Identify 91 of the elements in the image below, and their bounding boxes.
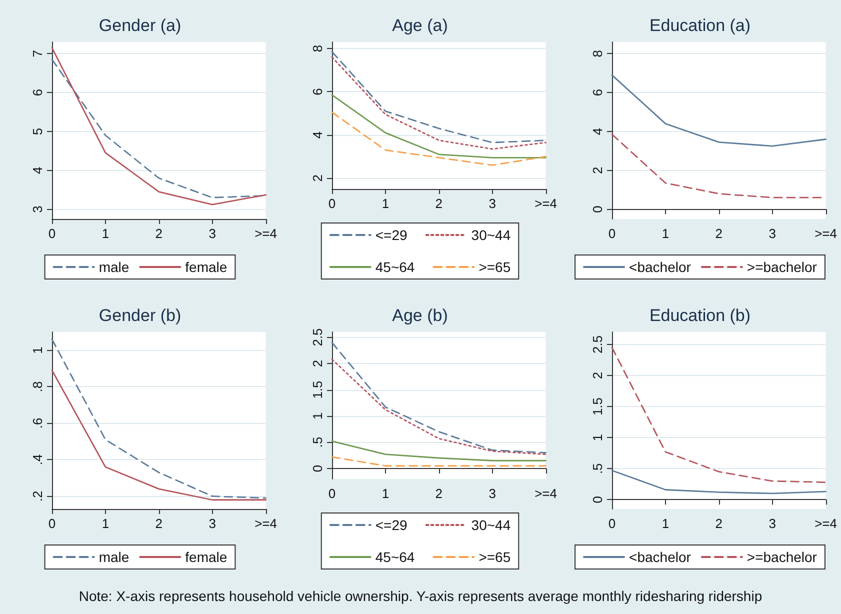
- x-tick-label: 2: [155, 516, 163, 531]
- line-series: [51, 338, 266, 499]
- x-tick-label: 0: [48, 516, 56, 531]
- x-tick-label: 2: [715, 226, 723, 241]
- chart-title: Gender (b): [98, 306, 182, 325]
- chart-title: Gender (a): [98, 16, 182, 35]
- x-tick-label: 2: [435, 486, 443, 501]
- y-tick-label: 2.5: [310, 328, 325, 346]
- legend-label: male: [98, 549, 130, 565]
- x-tick-label: 3: [488, 486, 496, 501]
- y-tick-label: .6: [30, 418, 45, 429]
- line-series: [331, 440, 546, 462]
- y-tick-label: 1: [590, 434, 605, 442]
- y-tick-label: 4: [590, 128, 605, 136]
- legend-label: >=65: [478, 259, 511, 275]
- legend-label: female: [185, 549, 228, 565]
- line-series: [611, 470, 826, 494]
- x-tick-label: 3: [768, 226, 776, 241]
- x-tick-label: 2: [155, 226, 163, 241]
- y-tick-label: 2: [590, 372, 605, 380]
- y-tick-label: .4: [30, 454, 45, 466]
- y-tick-label: .5: [590, 463, 605, 474]
- line-series: [51, 370, 266, 501]
- legend-label: >=bachelor: [746, 549, 818, 565]
- x-tick-label: >=4: [254, 516, 278, 531]
- x-tick-label: 2: [435, 196, 443, 211]
- chart-title: Age (a): [392, 16, 448, 35]
- x-tick-label: 0: [328, 196, 336, 211]
- y-tick-label: 1.5: [310, 380, 325, 399]
- x-tick-label: 1: [102, 226, 110, 241]
- legend-label: >=bachelor: [746, 259, 818, 275]
- x-tick-label: 1: [382, 486, 390, 501]
- line-series: [331, 94, 546, 158]
- x-tick-label: 3: [208, 516, 216, 531]
- y-tick-label: .2: [30, 490, 45, 502]
- y-tick-label: 5: [30, 128, 45, 136]
- x-tick-label: 1: [662, 516, 670, 531]
- line-series: [331, 358, 546, 456]
- text: Note: X-axis represents household vehicle ownership. Y-axis represents average monthly ridesharing ridership: [78, 588, 764, 604]
- y-tick-label: 8: [310, 44, 325, 52]
- y-tick-label: 4: [30, 166, 45, 174]
- legend-label: 30~44: [471, 227, 511, 243]
- legend-label: female: [185, 259, 228, 275]
- y-tick-label: 6: [30, 88, 45, 96]
- legend-label: 30~44: [471, 517, 511, 533]
- y-tick-label: 4: [310, 131, 325, 139]
- x-tick-label: 1: [102, 516, 110, 531]
- y-tick-label: 2: [310, 360, 325, 368]
- x-tick-label: 0: [48, 226, 56, 241]
- x-tick-label: >=4: [254, 226, 278, 241]
- y-tick-label: 1: [310, 412, 325, 420]
- x-tick-label: 0: [328, 486, 336, 501]
- x-tick-label: >=4: [534, 196, 558, 211]
- y-tick-label: .8: [30, 381, 45, 392]
- chart-title: Education (a): [649, 16, 751, 35]
- y-tick-label: .5: [310, 436, 325, 448]
- legend-label: male: [98, 259, 130, 275]
- line-series: [611, 346, 826, 483]
- legend-label: <=29: [375, 517, 408, 533]
- y-tick-label: 2: [310, 174, 325, 182]
- x-tick-label: 1: [662, 226, 670, 241]
- line-series: [331, 112, 546, 166]
- y-tick-label: 8: [590, 50, 605, 58]
- x-tick-label: 3: [208, 226, 216, 241]
- y-tick-label: 1: [30, 346, 45, 354]
- legend-label: 45~64: [375, 549, 415, 565]
- y-tick-label: 6: [310, 88, 325, 96]
- legend-label: >=65: [478, 549, 511, 565]
- x-tick-label: 3: [488, 196, 496, 211]
- line-series: [331, 342, 546, 454]
- x-tick-label: 2: [715, 516, 723, 531]
- y-tick-label: 2.5: [590, 335, 605, 354]
- x-tick-label: >=4: [814, 516, 838, 531]
- legend-label: <bachelor: [629, 259, 692, 275]
- legend-label: 45~64: [375, 259, 415, 275]
- chart-title: Education (b): [649, 306, 751, 325]
- legend-label: <=29: [375, 227, 408, 243]
- x-tick-label: 1: [382, 196, 390, 211]
- y-tick-label: 1.5: [590, 397, 605, 416]
- x-tick-label: >=4: [814, 226, 838, 241]
- line-series: [611, 74, 826, 147]
- legend-label: <bachelor: [629, 549, 692, 565]
- y-tick-label: 2: [590, 166, 605, 174]
- x-tick-label: 0: [608, 516, 616, 531]
- y-tick-label: 6: [590, 88, 605, 96]
- chart-title: Age (b): [392, 306, 448, 325]
- x-tick-label: 3: [768, 516, 776, 531]
- y-tick-label: 0: [310, 464, 325, 472]
- y-tick-label: 7: [30, 50, 45, 58]
- x-tick-label: 0: [608, 226, 616, 241]
- x-tick-label: >=4: [534, 486, 558, 501]
